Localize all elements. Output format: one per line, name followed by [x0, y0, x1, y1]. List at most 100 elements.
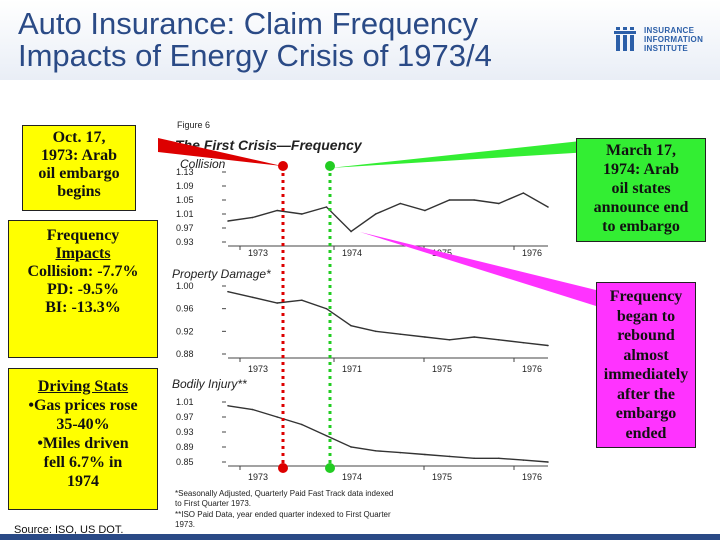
chart-2-point-8: [424, 336, 426, 338]
chart-3-ytick-0: 1.01: [176, 397, 194, 407]
chart-3-ytick-2: 0.93: [176, 427, 194, 437]
chart-3-point-3: [301, 423, 303, 426]
chart-1-point-10: [473, 199, 475, 201]
chart-2-ytick-3: 0.88: [176, 349, 194, 359]
chart-3-point-13: [547, 461, 549, 463]
chart-1-point-1: [251, 216, 254, 219]
green-embargo-dot-bottom: [325, 463, 335, 473]
title-bar: [0, 0, 720, 80]
chart-1-ytick-5: 0.93: [176, 237, 194, 247]
chart-3-point-4: [325, 434, 328, 437]
chart-1-point-3: [301, 213, 303, 215]
chart-2-xtick-0: 1973: [248, 364, 268, 374]
chart-3-xtick-1: 1974: [342, 472, 362, 482]
frequency-impacts-callout: Frequency Impacts Collision: -7.7% PD: -…: [8, 220, 158, 358]
chart-2-xtick-1: 1971: [342, 364, 362, 374]
chart-2-point-0: [227, 290, 229, 293]
chart-2-point-7: [399, 333, 402, 335]
footnote-line-4: 1973.: [175, 520, 195, 529]
page-title: Auto Insurance: Claim Frequency Impacts …: [18, 8, 492, 72]
chart-1-point-7: [399, 202, 402, 205]
magenta-pointer: [360, 232, 596, 306]
chart-1-xtick-1: 1974: [342, 248, 362, 258]
chart-3-xtick-0: 1973: [248, 472, 268, 482]
chart-3-series-line: [227, 405, 549, 463]
chart-3-point-7: [399, 451, 402, 454]
chart-1-series-line: [227, 192, 549, 233]
chart-1-xtick-3: 1976: [522, 248, 542, 258]
chart-3-point-9: [448, 455, 451, 458]
chart-3-point-1: [251, 408, 254, 411]
chart-3-ytick-3: 0.89: [176, 442, 194, 452]
drive-title: Driving Stats: [37, 378, 129, 395]
chart-3-xtick-2: 1975: [432, 472, 452, 482]
footnote-line-2: to First Quarter 1973.: [175, 499, 251, 508]
chart-2-ytick-1: 0.96: [176, 304, 194, 314]
chart-2-point-1: [251, 296, 254, 299]
chart-3-point-6: [374, 449, 377, 452]
chart-2-point-12: [522, 341, 525, 344]
driving-stats-callout: Driving Stats •Gas prices rose 35-40% •M…: [8, 368, 158, 510]
figure-footnote: *Seasonally Adjusted, Quarterly Paid Fas…: [175, 489, 393, 529]
green-pointer: [330, 140, 590, 168]
chart-3-point-8: [424, 453, 426, 456]
chart-2-point-10: [473, 336, 475, 338]
chart-3-point-12: [522, 459, 525, 461]
chart-2-point-6: [374, 330, 377, 333]
chart-3-point-5: [350, 446, 352, 448]
source-note: Source: ISO, US DOT.: [14, 524, 124, 536]
bottom-bar: [0, 534, 720, 540]
title-line-2: Impacts of Energy Crisis of 1973/4: [18, 38, 492, 73]
chart-1-point-13: [547, 206, 549, 208]
logo-text: INSURANCE INFORMATION INSTITUTE: [644, 26, 704, 53]
chart-2-point-2: [276, 302, 279, 304]
chart-1-point-6: [374, 213, 377, 215]
chart-1-point-12: [522, 192, 525, 194]
chart-1-point-0: [227, 220, 229, 222]
chart-2-point-13: [547, 344, 549, 347]
chart-3-point-2: [276, 416, 279, 418]
chart-1-point-4: [325, 206, 328, 208]
chart-1-ytick-0: 1.13: [176, 167, 194, 177]
chart-2-ytick-2: 0.92: [176, 326, 194, 336]
chart-1-point-8: [424, 209, 426, 212]
chart-1-ytick-2: 1.05: [176, 195, 194, 205]
chart-1-title: Collision: [180, 157, 226, 171]
chart-2-series-line: [227, 291, 549, 347]
chart-2-xtick-2: 1975: [432, 364, 452, 374]
red-pointer: [158, 138, 282, 166]
red-embargo-dot-top: [278, 161, 288, 171]
chart-1-ytick-3: 1.01: [176, 209, 194, 219]
chart-3-point-0: [227, 404, 229, 407]
chart-3-ytick-4: 0.85: [176, 457, 194, 467]
rebound-callout: Frequency began to rebound almost immedi…: [596, 282, 696, 448]
chart-2-ytick-0: 1.00: [176, 281, 194, 291]
title-line-1: Auto Insurance: Claim Frequency: [18, 6, 479, 41]
march-callout: March 17, 1974: Arab oil states announce…: [576, 138, 706, 242]
chart-1-point-11: [497, 202, 500, 205]
freq-title: Frequency: [46, 227, 120, 244]
callout-pointers: [158, 138, 596, 306]
green-embargo-dot-top: [325, 161, 335, 171]
freq-title-2: Impacts: [55, 245, 111, 262]
chart-2-point-11: [497, 339, 500, 341]
chart-2-point-5: [350, 324, 352, 327]
chart-3-point-10: [473, 457, 475, 460]
chart-1-ytick-1: 1.09: [176, 181, 194, 191]
chart-2-xtick-3: 1976: [522, 364, 542, 374]
figure-label: Figure 6: [177, 120, 210, 130]
red-embargo-dot-bottom: [278, 463, 288, 473]
figure-heading: The First Crisis—Frequency: [175, 137, 363, 153]
oct-callout: Oct. 17, 1973: Arab oil embargo begins: [22, 125, 136, 211]
chart-1-ytick-4: 0.97: [176, 223, 194, 233]
chart-3-title: Bodily Injury**: [172, 377, 247, 391]
chart-1-xtick-0: 1973: [248, 248, 268, 258]
chart-3-point-11: [497, 457, 500, 460]
chart-3-xtick-3: 1976: [522, 472, 542, 482]
footnote-line-1: *Seasonally Adjusted, Quarterly Paid Fas…: [175, 489, 393, 498]
chart-3-ytick-1: 0.97: [176, 412, 194, 422]
iii-logo-icon: [614, 27, 636, 51]
chart-2-point-9: [448, 339, 451, 341]
